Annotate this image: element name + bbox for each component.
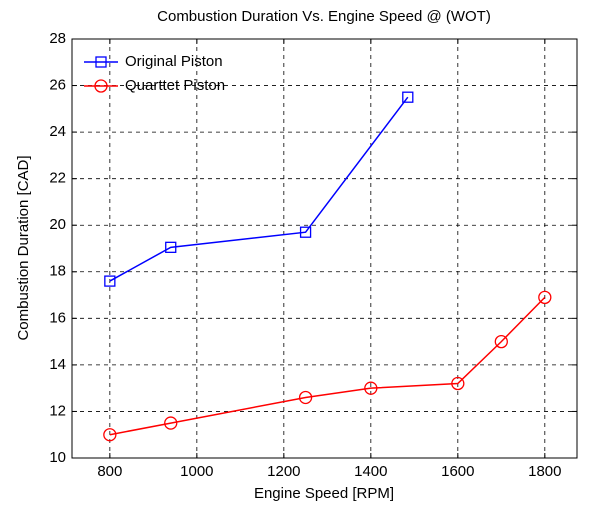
marker bbox=[104, 275, 116, 287]
y-tick-label: 26 bbox=[49, 77, 66, 94]
legend-marker bbox=[95, 56, 107, 68]
y-tick-label: 28 bbox=[49, 30, 66, 47]
marker bbox=[299, 226, 312, 238]
marker bbox=[165, 241, 177, 253]
marker bbox=[494, 334, 508, 349]
legend-label: Quarttet Piston bbox=[125, 77, 225, 94]
x-tick-label: 1800 bbox=[528, 463, 561, 480]
marker bbox=[298, 390, 313, 405]
x-tick-label: 800 bbox=[97, 463, 122, 480]
series-line bbox=[109, 96, 409, 282]
y-tick-label: 14 bbox=[49, 356, 66, 373]
y-tick-label: 12 bbox=[49, 402, 66, 419]
y-tick-label: 22 bbox=[49, 170, 66, 187]
marker bbox=[538, 290, 552, 305]
series-line bbox=[109, 296, 546, 436]
legend-label: Original Piston bbox=[125, 53, 223, 70]
x-tick-label: 1600 bbox=[441, 463, 474, 480]
x-tick-label: 1000 bbox=[180, 463, 213, 480]
y-axis-label: Combustion Duration [CAD] bbox=[15, 155, 32, 340]
legend-marker bbox=[94, 79, 108, 93]
marker bbox=[402, 91, 414, 103]
x-tick-label: 1400 bbox=[354, 463, 387, 480]
marker bbox=[103, 428, 117, 442]
marker bbox=[451, 376, 465, 391]
y-tick-label: 16 bbox=[49, 309, 66, 326]
y-tick-label: 20 bbox=[49, 216, 66, 233]
y-tick-label: 18 bbox=[49, 263, 66, 280]
y-tick-label: 24 bbox=[49, 123, 66, 140]
plot-frame bbox=[71, 38, 578, 459]
x-axis-label: Engine Speed [RPM] bbox=[254, 485, 394, 502]
x-tick-label: 1200 bbox=[267, 463, 300, 480]
marker bbox=[164, 416, 178, 430]
chart-title: Combustion Duration Vs. Engine Speed @ (… bbox=[157, 8, 491, 25]
y-tick-label: 10 bbox=[49, 449, 66, 466]
marker bbox=[364, 381, 378, 395]
